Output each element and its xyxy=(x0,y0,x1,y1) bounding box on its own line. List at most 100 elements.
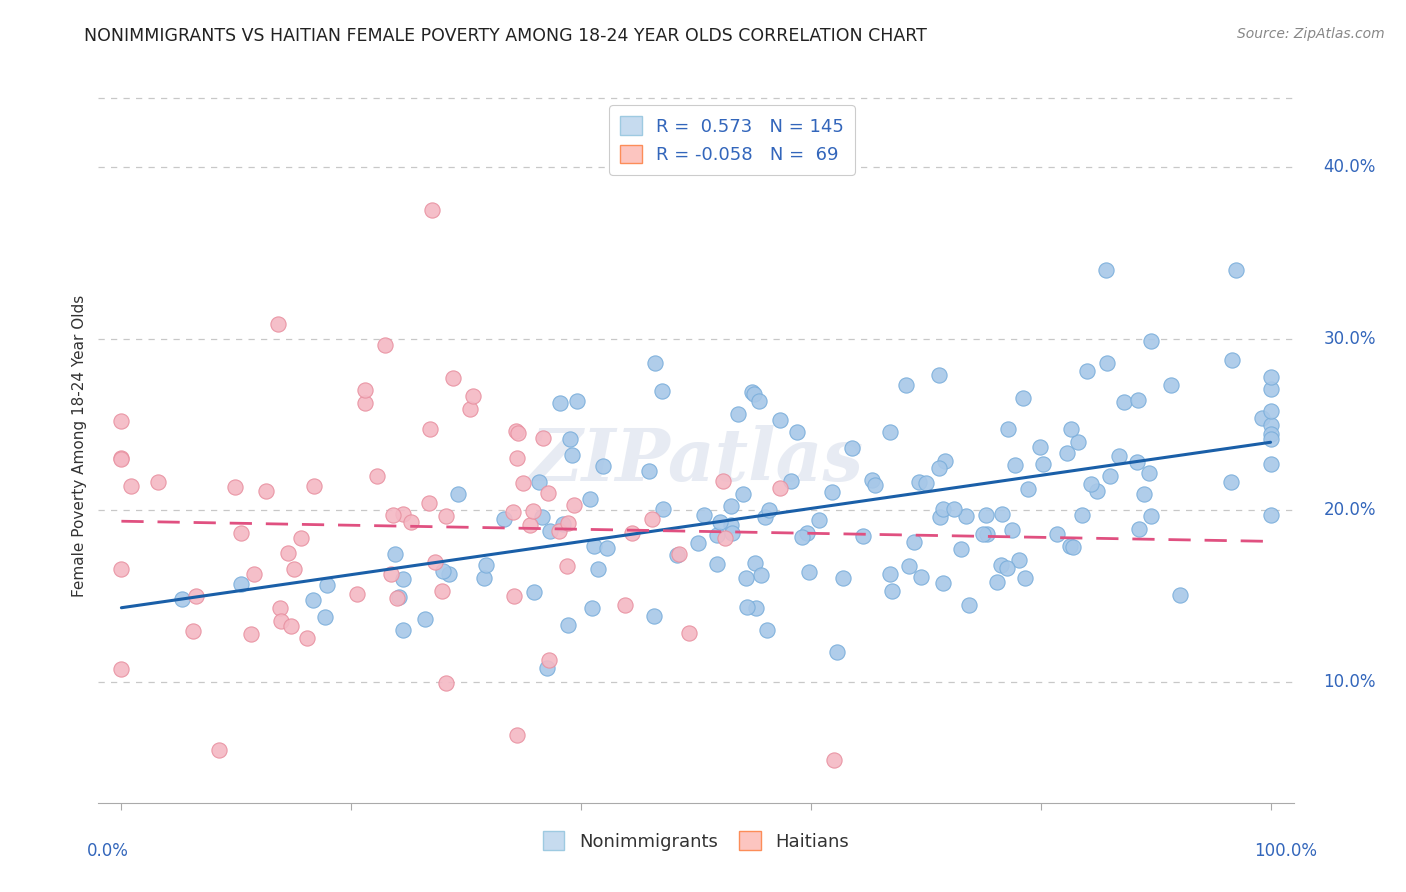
Y-axis label: Female Poverty Among 18-24 Year Olds: Female Poverty Among 18-24 Year Olds xyxy=(72,295,87,597)
Point xyxy=(315,578,337,592)
Point xyxy=(860,473,883,487)
Point xyxy=(366,468,388,483)
Point xyxy=(928,460,950,475)
Point xyxy=(110,451,132,466)
Point xyxy=(744,556,766,570)
Point xyxy=(1260,369,1282,384)
Point xyxy=(745,601,768,615)
Point xyxy=(110,451,132,466)
Point xyxy=(932,576,955,591)
Point xyxy=(512,475,534,490)
Point xyxy=(297,632,319,646)
Point xyxy=(110,414,132,428)
Point xyxy=(208,743,231,757)
Point xyxy=(458,401,481,416)
Point xyxy=(506,728,529,742)
Point xyxy=(1071,508,1094,522)
Point xyxy=(1137,466,1160,480)
Point xyxy=(346,587,368,601)
Point xyxy=(1225,262,1247,277)
Point xyxy=(1080,477,1102,491)
Point xyxy=(505,450,527,465)
Point xyxy=(418,496,440,510)
Point xyxy=(277,546,299,560)
Point xyxy=(447,487,470,501)
Point xyxy=(666,549,689,563)
Point xyxy=(391,623,413,637)
Point xyxy=(1060,421,1083,435)
Point xyxy=(769,413,792,427)
Point xyxy=(721,525,744,540)
Point xyxy=(172,592,194,607)
Text: 40.0%: 40.0% xyxy=(1323,158,1376,176)
Point xyxy=(502,505,524,519)
Point xyxy=(641,512,664,526)
Point xyxy=(894,377,917,392)
Point xyxy=(586,562,609,576)
Point xyxy=(1160,378,1182,392)
Point xyxy=(1260,457,1282,471)
Point xyxy=(1001,523,1024,537)
Point xyxy=(441,370,464,384)
Point xyxy=(314,610,336,624)
Point xyxy=(1017,482,1039,496)
Point xyxy=(353,396,375,410)
Text: 10.0%: 10.0% xyxy=(1323,673,1376,691)
Point xyxy=(1126,455,1149,469)
Point xyxy=(879,566,901,581)
Point xyxy=(1059,539,1081,553)
Point xyxy=(974,508,997,523)
Point xyxy=(1133,487,1156,501)
Point xyxy=(283,562,305,576)
Point xyxy=(686,536,709,550)
Point xyxy=(472,571,495,585)
Point xyxy=(595,541,617,556)
Point xyxy=(374,338,396,352)
Point xyxy=(1260,382,1282,396)
Point xyxy=(955,508,977,523)
Point xyxy=(1032,457,1054,471)
Point xyxy=(1098,469,1121,483)
Point xyxy=(1085,483,1108,498)
Point xyxy=(562,498,585,512)
Point xyxy=(986,575,1008,590)
Point xyxy=(1094,263,1116,277)
Point xyxy=(880,584,903,599)
Point xyxy=(380,566,402,581)
Text: Source: ZipAtlas.com: Source: ZipAtlas.com xyxy=(1237,27,1385,41)
Point xyxy=(807,513,830,527)
Point xyxy=(1046,526,1069,541)
Point xyxy=(714,531,737,545)
Point xyxy=(231,526,253,541)
Point xyxy=(638,464,661,478)
Point xyxy=(239,627,262,641)
Point xyxy=(536,661,558,675)
Point xyxy=(928,368,950,382)
Point xyxy=(502,589,524,603)
Point xyxy=(910,569,932,583)
Point xyxy=(505,424,527,438)
Point xyxy=(186,590,208,604)
Point xyxy=(1056,446,1078,460)
Point xyxy=(523,585,546,599)
Point xyxy=(831,570,853,584)
Point xyxy=(475,558,498,572)
Point xyxy=(932,502,955,516)
Point xyxy=(522,504,544,518)
Point xyxy=(1097,356,1119,370)
Point xyxy=(551,516,574,531)
Point xyxy=(537,485,560,500)
Point xyxy=(280,618,302,632)
Point xyxy=(548,396,571,410)
Point xyxy=(290,531,312,545)
Point xyxy=(749,567,772,582)
Point xyxy=(972,526,994,541)
Point xyxy=(841,441,863,455)
Point xyxy=(620,526,643,541)
Point xyxy=(578,492,600,507)
Point xyxy=(434,675,457,690)
Point xyxy=(254,483,277,498)
Point xyxy=(530,510,553,524)
Point xyxy=(392,572,415,586)
Point xyxy=(419,422,441,436)
